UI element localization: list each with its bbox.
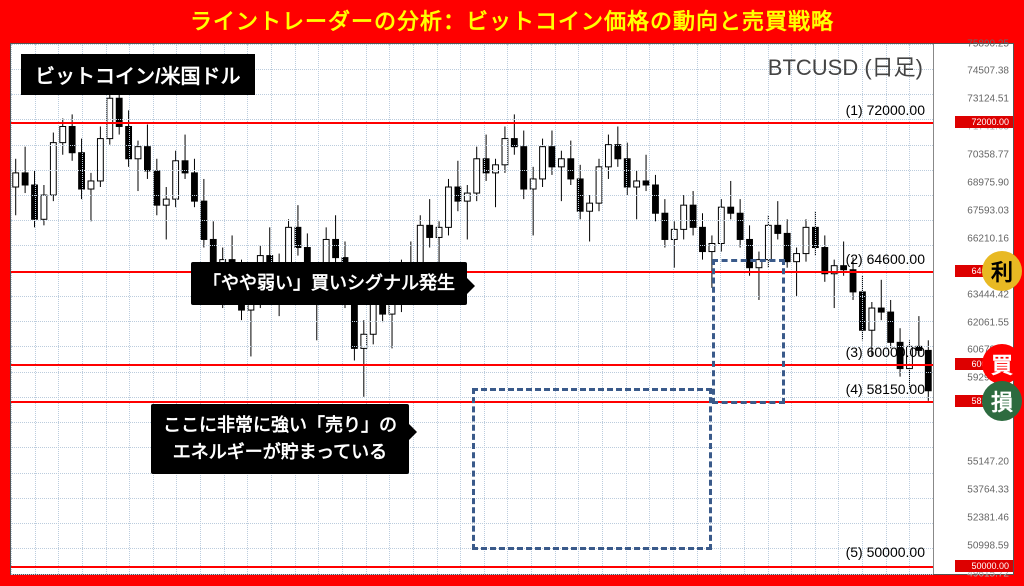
pair-label: ビットコイン/米国ドル (21, 54, 255, 95)
ref-line (11, 364, 933, 366)
y-tick: 55147.20 (967, 457, 1009, 468)
ref-line-label: (5) 50000.00 (846, 544, 925, 560)
y-tick: 50998.59 (967, 540, 1009, 551)
ref-line-label: (1) 72000.00 (846, 102, 925, 118)
y-tick: 62061.55 (967, 317, 1009, 328)
callout-line1: ここに非常に強い「売り」の (163, 412, 397, 439)
callout-buy-signal: 「やや弱い」買いシグナル発生 (191, 262, 467, 305)
y-tick: 66210.16 (967, 233, 1009, 244)
ref-line-label: (3) 60000.00 (846, 344, 925, 360)
chart-container: (1) 72000.00 (2) 64600.00 (3) 60000.00 (4) … (10, 43, 1014, 575)
y-tick: 52381.46 (967, 512, 1009, 523)
y-tick: 73124.51 (967, 94, 1009, 105)
badge-gold: 利 (982, 251, 1022, 291)
ref-price-box: 72000.00 (955, 116, 1013, 128)
chart-plot-area: (1) 72000.00 (2) 64600.00 (3) 60000.00 (4) … (11, 44, 933, 574)
dash-box (712, 259, 786, 404)
outer-frame: ライントレーダーの分析：ビットコイン価格の動向と売買戦略 (1) 72000.0… (0, 0, 1024, 586)
y-tick: 53764.33 (967, 484, 1009, 495)
ref-line-label: (4) 58150.00 (846, 381, 925, 397)
ref-line (11, 566, 933, 568)
y-tick: 68975.90 (967, 178, 1009, 189)
timeframe-label: BTCUSD (日足) (768, 50, 923, 82)
callout-line2: エネルギーが貯まっている (163, 439, 397, 466)
y-tick: 74507.38 (967, 66, 1009, 77)
dash-box (472, 388, 712, 549)
main-title: ライントレーダーの分析：ビットコイン価格の動向と売買戦略 (10, 8, 1014, 37)
ref-line (11, 271, 933, 273)
y-tick: 63444.42 (967, 289, 1009, 300)
ref-line (11, 122, 933, 124)
y-axis: 75890.2574507.3873124.5170358.7768975.90… (933, 44, 1013, 574)
callout-sell-energy: ここに非常に強い「売り」の エネルギーが貯まっている (151, 404, 409, 474)
y-tick: 70358.77 (967, 150, 1009, 161)
ref-price-box: 50000.00 (955, 560, 1013, 572)
ref-line-label: (2) 64600.00 (846, 251, 925, 267)
badge-grn: 損 (982, 381, 1022, 421)
y-tick: 67593.03 (967, 205, 1009, 216)
y-tick: 75890.25 (967, 38, 1009, 49)
badge-red: 買 (982, 344, 1022, 384)
